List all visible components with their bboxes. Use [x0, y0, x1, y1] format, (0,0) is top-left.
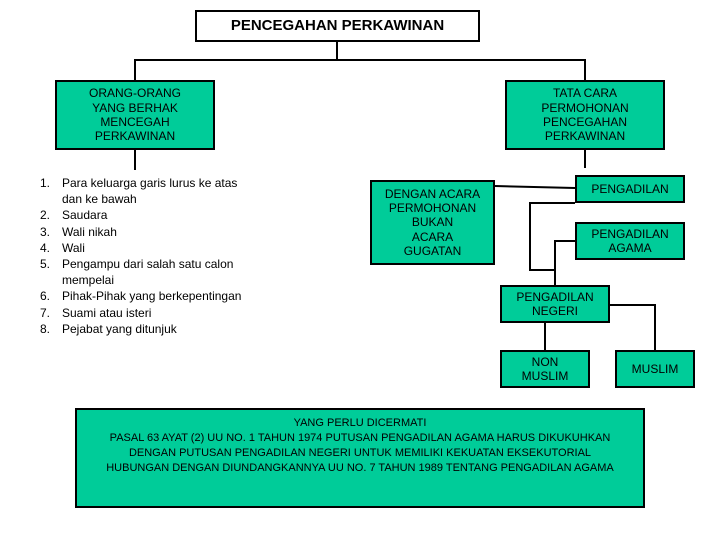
list-number: 5. — [40, 256, 62, 288]
list-text: Saudara — [62, 207, 107, 223]
note-text: YANG PERLU DICERMATI PASAL 63 AYAT (2) U… — [106, 417, 614, 474]
pengadilan-text: PENGADILAN — [591, 182, 668, 196]
pengadilan-negeri-box: PENGADILAN NEGERI — [500, 285, 610, 323]
authorized-persons-list: 1.Para keluarga garis lurus ke atas dan … — [40, 175, 250, 337]
muslim-text: MUSLIM — [632, 362, 679, 376]
pengadilan-box: PENGADILAN — [575, 175, 685, 203]
left-header-box: ORANG-ORANG YANG BERHAK MENCEGAH PERKAWI… — [55, 80, 215, 150]
list-number: 6. — [40, 288, 62, 304]
list-number: 7. — [40, 305, 62, 321]
list-item: 3.Wali nikah — [40, 224, 250, 240]
non-muslim-text: NON MUSLIM — [522, 355, 569, 384]
list-text: Pihak-Pihak yang berkepentingan — [62, 288, 241, 304]
list-item: 1.Para keluarga garis lurus ke atas dan … — [40, 175, 250, 207]
pengadilan-agama-box: PENGADILAN AGAMA — [575, 222, 685, 260]
list-number: 8. — [40, 321, 62, 337]
list-text: Wali nikah — [62, 224, 117, 240]
list-text: Wali — [62, 240, 85, 256]
pengadilan-agama-text: PENGADILAN AGAMA — [591, 227, 668, 256]
procedure-box: DENGAN ACARA PERMOHONAN BUKAN ACARA GUGA… — [370, 180, 495, 265]
list-text: Suami atau isteri — [62, 305, 151, 321]
muslim-box: MUSLIM — [615, 350, 695, 388]
list-text: Pengampu dari salah satu calon mempelai — [62, 256, 250, 288]
list-text: Pejabat yang ditunjuk — [62, 321, 177, 337]
list-number: 4. — [40, 240, 62, 256]
list-text: Para keluarga garis lurus ke atas dan ke… — [62, 175, 250, 207]
title-text: PENCEGAHAN PERKAWINAN — [231, 17, 444, 35]
right-header-box: TATA CARA PERMOHONAN PENCEGAHAN PERKAWIN… — [505, 80, 665, 150]
list-number: 2. — [40, 207, 62, 223]
list-item: 5.Pengampu dari salah satu calon mempela… — [40, 256, 250, 288]
list-item: 6.Pihak-Pihak yang berkepentingan — [40, 288, 250, 304]
list-ol: 1.Para keluarga garis lurus ke atas dan … — [40, 175, 250, 337]
list-item: 8.Pejabat yang ditunjuk — [40, 321, 250, 337]
pengadilan-negeri-text: PENGADILAN NEGERI — [516, 290, 593, 319]
non-muslim-box: NON MUSLIM — [500, 350, 590, 388]
list-item: 7.Suami atau isteri — [40, 305, 250, 321]
note-box: YANG PERLU DICERMATI PASAL 63 AYAT (2) U… — [75, 408, 645, 508]
procedure-text: DENGAN ACARA PERMOHONAN BUKAN ACARA GUGA… — [385, 187, 480, 259]
list-number: 3. — [40, 224, 62, 240]
right-header-text: TATA CARA PERMOHONAN PENCEGAHAN PERKAWIN… — [541, 86, 628, 144]
list-item: 2.Saudara — [40, 207, 250, 223]
title-box: PENCEGAHAN PERKAWINAN — [195, 10, 480, 42]
left-header-text: ORANG-ORANG YANG BERHAK MENCEGAH PERKAWI… — [89, 86, 181, 144]
list-item: 4.Wali — [40, 240, 250, 256]
list-number: 1. — [40, 175, 62, 207]
